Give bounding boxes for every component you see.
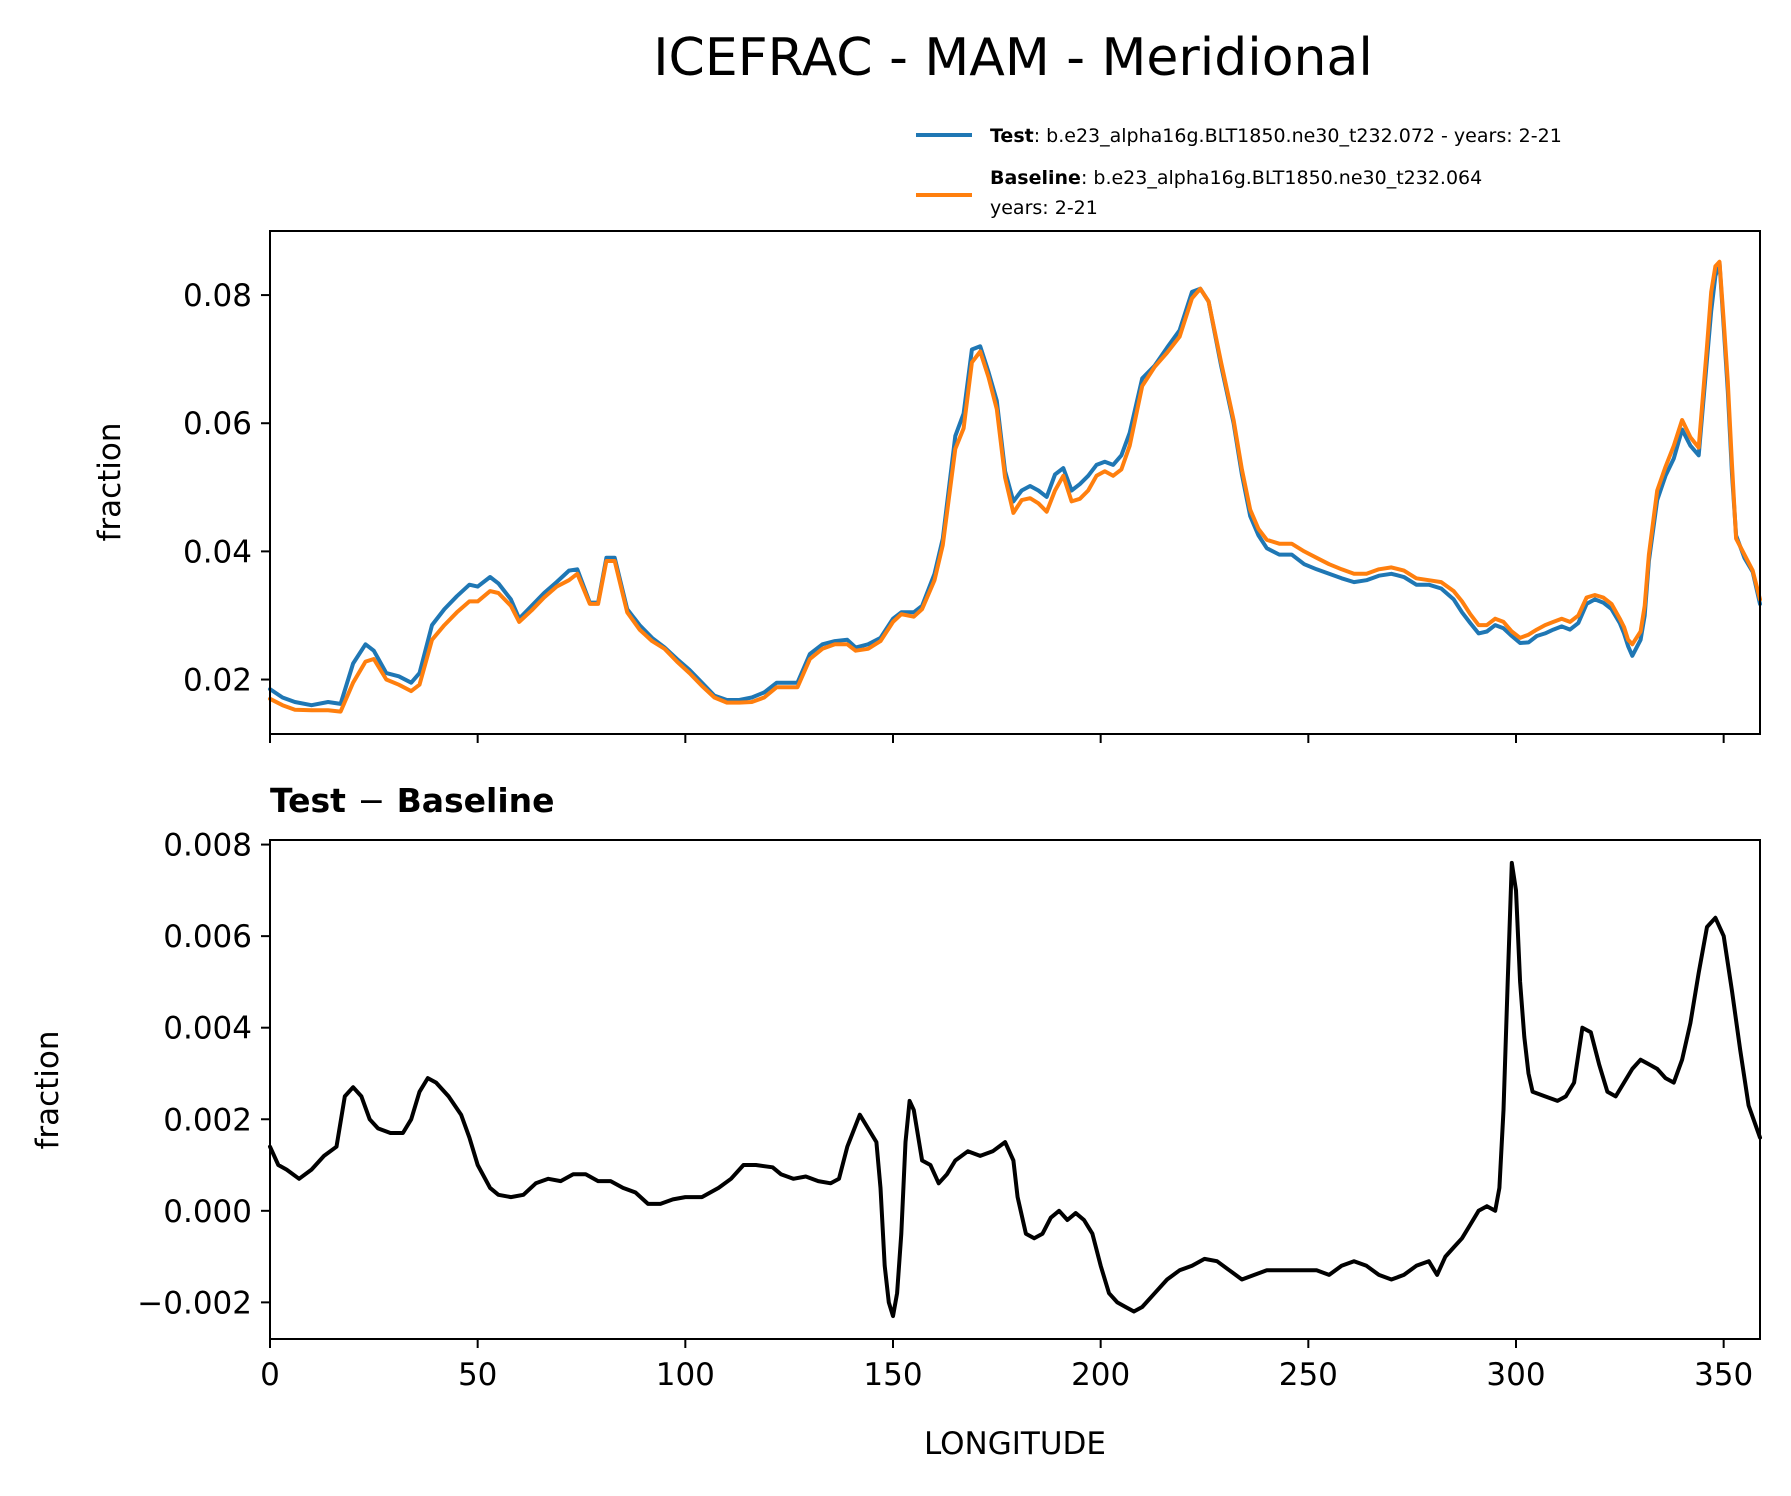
figure-title: ICEFRAC - MAM - Meridional — [653, 28, 1373, 88]
top-y-tick-label: 0.04 — [183, 534, 252, 570]
legend-entry-test: Test: b.e23_alpha16g.BLT1850.ne30_t232.0… — [990, 125, 1562, 147]
bottom-x-tick-label: 100 — [656, 1357, 715, 1393]
bottom-y-tick-label: 0.000 — [163, 1194, 252, 1230]
bottom-x-tick-label: 300 — [1486, 1357, 1545, 1393]
bottom-y-ticks: −0.002 0.000 0.002 0.004 0.006 0.008 — [137, 828, 270, 1321]
legend-entry-baseline: Baseline: b.e23_alpha16g.BLT1850.ne30_t2… — [990, 167, 1482, 189]
bottom-plot-lines — [268, 860, 1762, 1319]
top-series-test — [268, 261, 1762, 708]
top-y-ticks: 0.02 0.04 0.06 0.08 — [183, 278, 270, 699]
bottom-x-tick-label: 0 — [260, 1357, 280, 1393]
bottom-y-tick-label: 0.006 — [163, 919, 252, 955]
legend-text-baseline: : b.e23_alpha16g.BLT1850.ne30_t232.064 — [1081, 167, 1482, 189]
bottom-series-test-baseline — [268, 860, 1762, 1319]
diff-panel-title: Test − Baseline — [270, 781, 555, 820]
bottom-panel: −0.002 0.000 0.002 0.004 0.006 0.008 0 50 100 15… — [30, 828, 1762, 1462]
top-x-ticks — [269, 734, 1725, 743]
top-panel: 0.02 0.04 0.06 0.08 fraction — [92, 230, 1762, 743]
legend-text-test: : b.e23_alpha16g.BLT1850.ne30_t232.072 -… — [1034, 125, 1562, 147]
top-y-tick-label: 0.02 — [183, 663, 252, 699]
diff-title-minus: − — [357, 781, 385, 820]
top-y-tick-label: 0.08 — [183, 278, 252, 314]
bottom-x-tick-label: 200 — [1071, 1357, 1130, 1393]
legend-name-test: Test — [990, 125, 1034, 147]
top-series-baseline — [268, 259, 1762, 714]
bottom-x-tick-label: 250 — [1279, 1357, 1338, 1393]
top-axes-frame — [269, 230, 1761, 735]
bottom-y-tick-label: 0.008 — [163, 828, 252, 864]
top-y-axis-label: fraction — [92, 422, 128, 541]
x-axis-label: LONGITUDE — [924, 1426, 1106, 1462]
legend-name-baseline: Baseline — [990, 167, 1081, 189]
diff-title-baseline: Baseline — [397, 781, 555, 820]
bottom-x-ticks: 0 50 100 150 200 250 300 350 — [260, 1339, 1753, 1393]
bottom-y-tick-label: 0.002 — [163, 1102, 252, 1138]
bottom-y-axis-label: fraction — [30, 1030, 66, 1149]
bottom-y-tick-label: 0.004 — [163, 1011, 252, 1047]
bottom-y-tick-label: −0.002 — [137, 1285, 252, 1321]
top-plot-lines — [268, 259, 1762, 714]
bottom-x-tick-label: 350 — [1694, 1357, 1753, 1393]
legend: Test: b.e23_alpha16g.BLT1850.ne30_t232.0… — [916, 125, 1562, 219]
legend-text-baseline-line2: years: 2-21 — [990, 197, 1098, 219]
bottom-x-tick-label: 50 — [458, 1357, 497, 1393]
bottom-axes-frame — [269, 839, 1761, 1340]
bottom-x-tick-label: 150 — [863, 1357, 922, 1393]
diff-title-test: Test — [270, 781, 346, 820]
top-y-tick-label: 0.06 — [183, 406, 252, 442]
